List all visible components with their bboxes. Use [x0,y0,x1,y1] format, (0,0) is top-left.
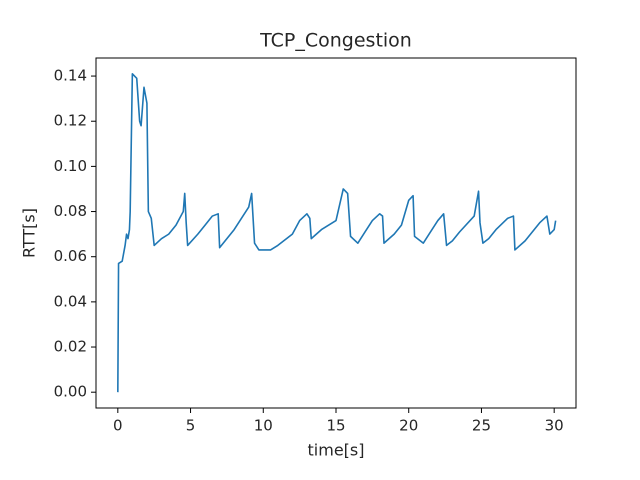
y-tick-label: 0.10 [54,157,87,175]
x-tick-label: 10 [254,417,273,435]
x-tick-label: 25 [472,417,491,435]
x-tick-label: 15 [326,417,345,435]
y-tick-label: 0.00 [54,383,87,401]
chart-title: TCP_Congestion [259,30,412,52]
x-tick-label: 5 [186,417,196,435]
x-tick-label: 0 [113,417,123,435]
plot-frame [95,57,577,409]
y-axis-label: RTT[s] [20,208,39,258]
y-tick-label: 0.02 [54,338,87,356]
y-tick-label: 0.14 [54,67,87,85]
y-tick-label: 0.12 [54,112,87,130]
data-line [117,73,557,393]
y-tick-label: 0.04 [54,292,87,310]
y-tick-label: 0.08 [54,202,87,220]
x-tick-label: 30 [545,417,564,435]
y-tick-label: 0.06 [54,247,87,265]
x-tick-label: 20 [399,417,418,435]
x-axis-label: time[s] [308,441,365,460]
